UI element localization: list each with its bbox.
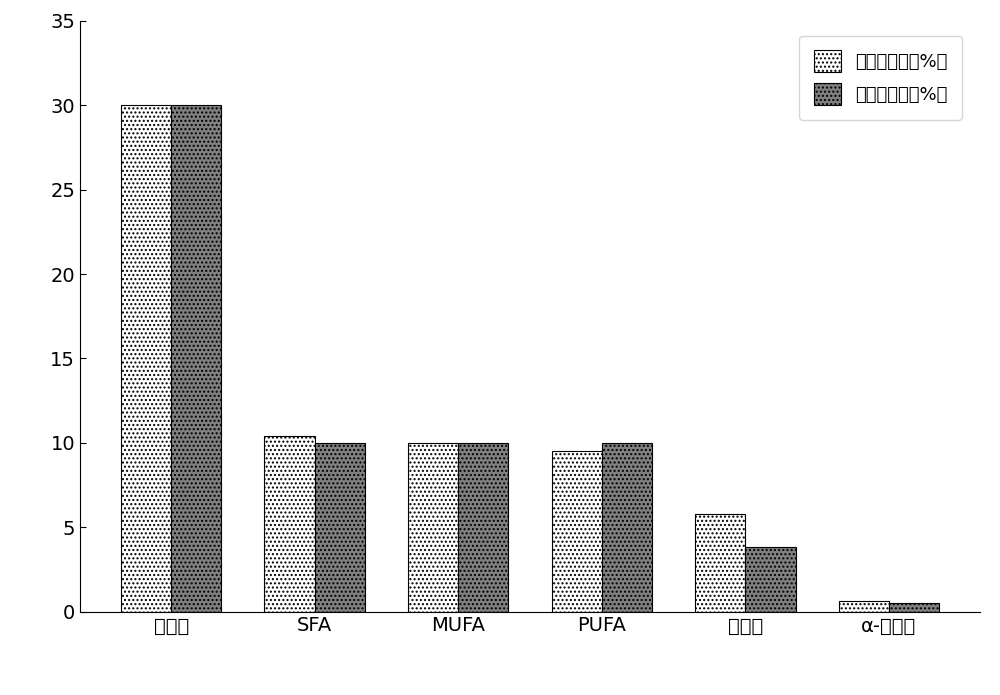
Bar (121, 105, 171, 612)
Bar (695, 514, 745, 612)
Bar (171, 105, 221, 612)
Bar (458, 443, 508, 612)
Bar (602, 443, 652, 612)
Bar (889, 603, 939, 612)
Bar (552, 451, 602, 612)
Bar (745, 548, 796, 612)
Bar (839, 601, 889, 612)
Bar (408, 443, 458, 612)
Bar (264, 436, 315, 612)
Legend: 产品供能比（%）, 推荐供能比（%）: 产品供能比（%）, 推荐供能比（%） (799, 35, 962, 120)
Bar (315, 443, 365, 612)
